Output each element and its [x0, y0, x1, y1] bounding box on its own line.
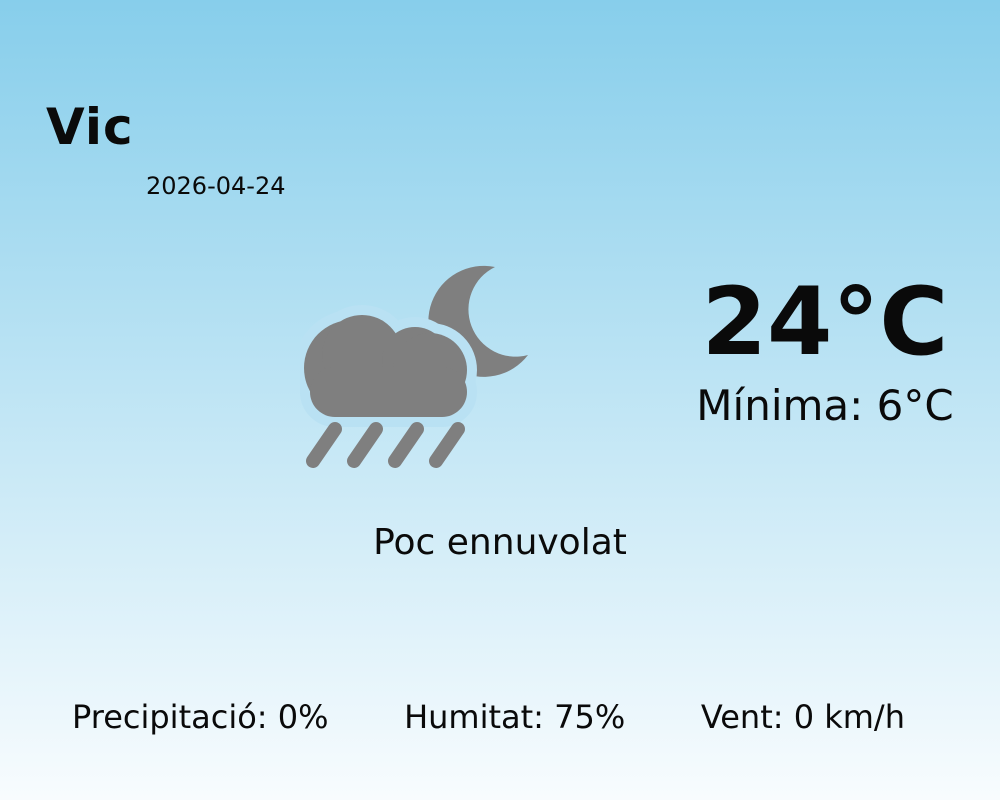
condition-text: Poc ennuvolat: [373, 522, 627, 563]
weather-icon-container: [294, 255, 540, 480]
current-temperature: 24°C: [701, 268, 949, 377]
minimum-temperature: Mínima: 6°C: [696, 381, 954, 430]
cloud-moon-rain-icon: [294, 265, 528, 468]
cloud-shape: [304, 315, 467, 417]
rain-strokes: [306, 422, 465, 468]
precipitation-value: Precipitació: 0%: [72, 698, 329, 736]
details-row: Precipitació: 0% Humitat: 75% Vent: 0 km…: [0, 701, 1000, 733]
forecast-date: 2026-04-24: [146, 172, 286, 200]
city-name: Vic: [46, 98, 134, 156]
wind-value: Vent: 0 km/h: [700, 698, 905, 736]
humidity-value: Humitat: 75%: [404, 698, 626, 736]
